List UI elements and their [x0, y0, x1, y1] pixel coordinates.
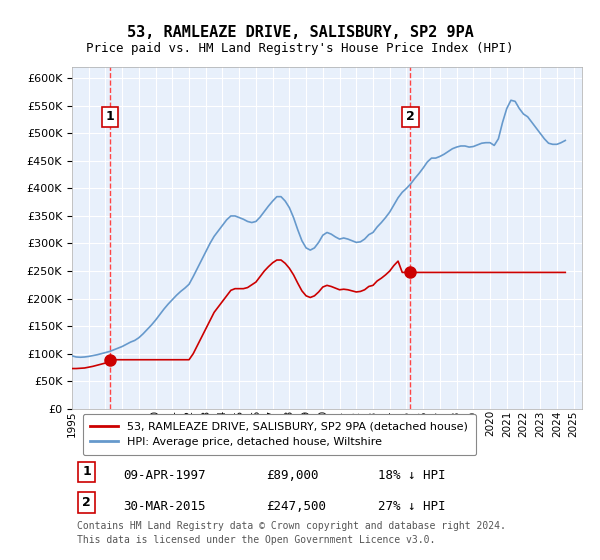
Text: 18% ↓ HPI: 18% ↓ HPI	[378, 469, 445, 482]
Text: £89,000: £89,000	[266, 469, 319, 482]
Text: 2: 2	[406, 110, 415, 123]
Text: 53, RAMLEAZE DRIVE, SALISBURY, SP2 9PA: 53, RAMLEAZE DRIVE, SALISBURY, SP2 9PA	[127, 25, 473, 40]
Text: 2: 2	[82, 496, 91, 509]
Text: 1: 1	[82, 465, 91, 478]
Text: Contains HM Land Registry data © Crown copyright and database right 2024.
This d: Contains HM Land Registry data © Crown c…	[77, 521, 506, 545]
Text: 09-APR-1997: 09-APR-1997	[123, 469, 205, 482]
Text: £247,500: £247,500	[266, 500, 326, 512]
Legend: 53, RAMLEAZE DRIVE, SALISBURY, SP2 9PA (detached house), HPI: Average price, det: 53, RAMLEAZE DRIVE, SALISBURY, SP2 9PA (…	[83, 414, 476, 455]
Text: Price paid vs. HM Land Registry's House Price Index (HPI): Price paid vs. HM Land Registry's House …	[86, 42, 514, 55]
Text: 27% ↓ HPI: 27% ↓ HPI	[378, 500, 445, 512]
Text: 1: 1	[106, 110, 115, 123]
Text: 30-MAR-2015: 30-MAR-2015	[123, 500, 205, 512]
